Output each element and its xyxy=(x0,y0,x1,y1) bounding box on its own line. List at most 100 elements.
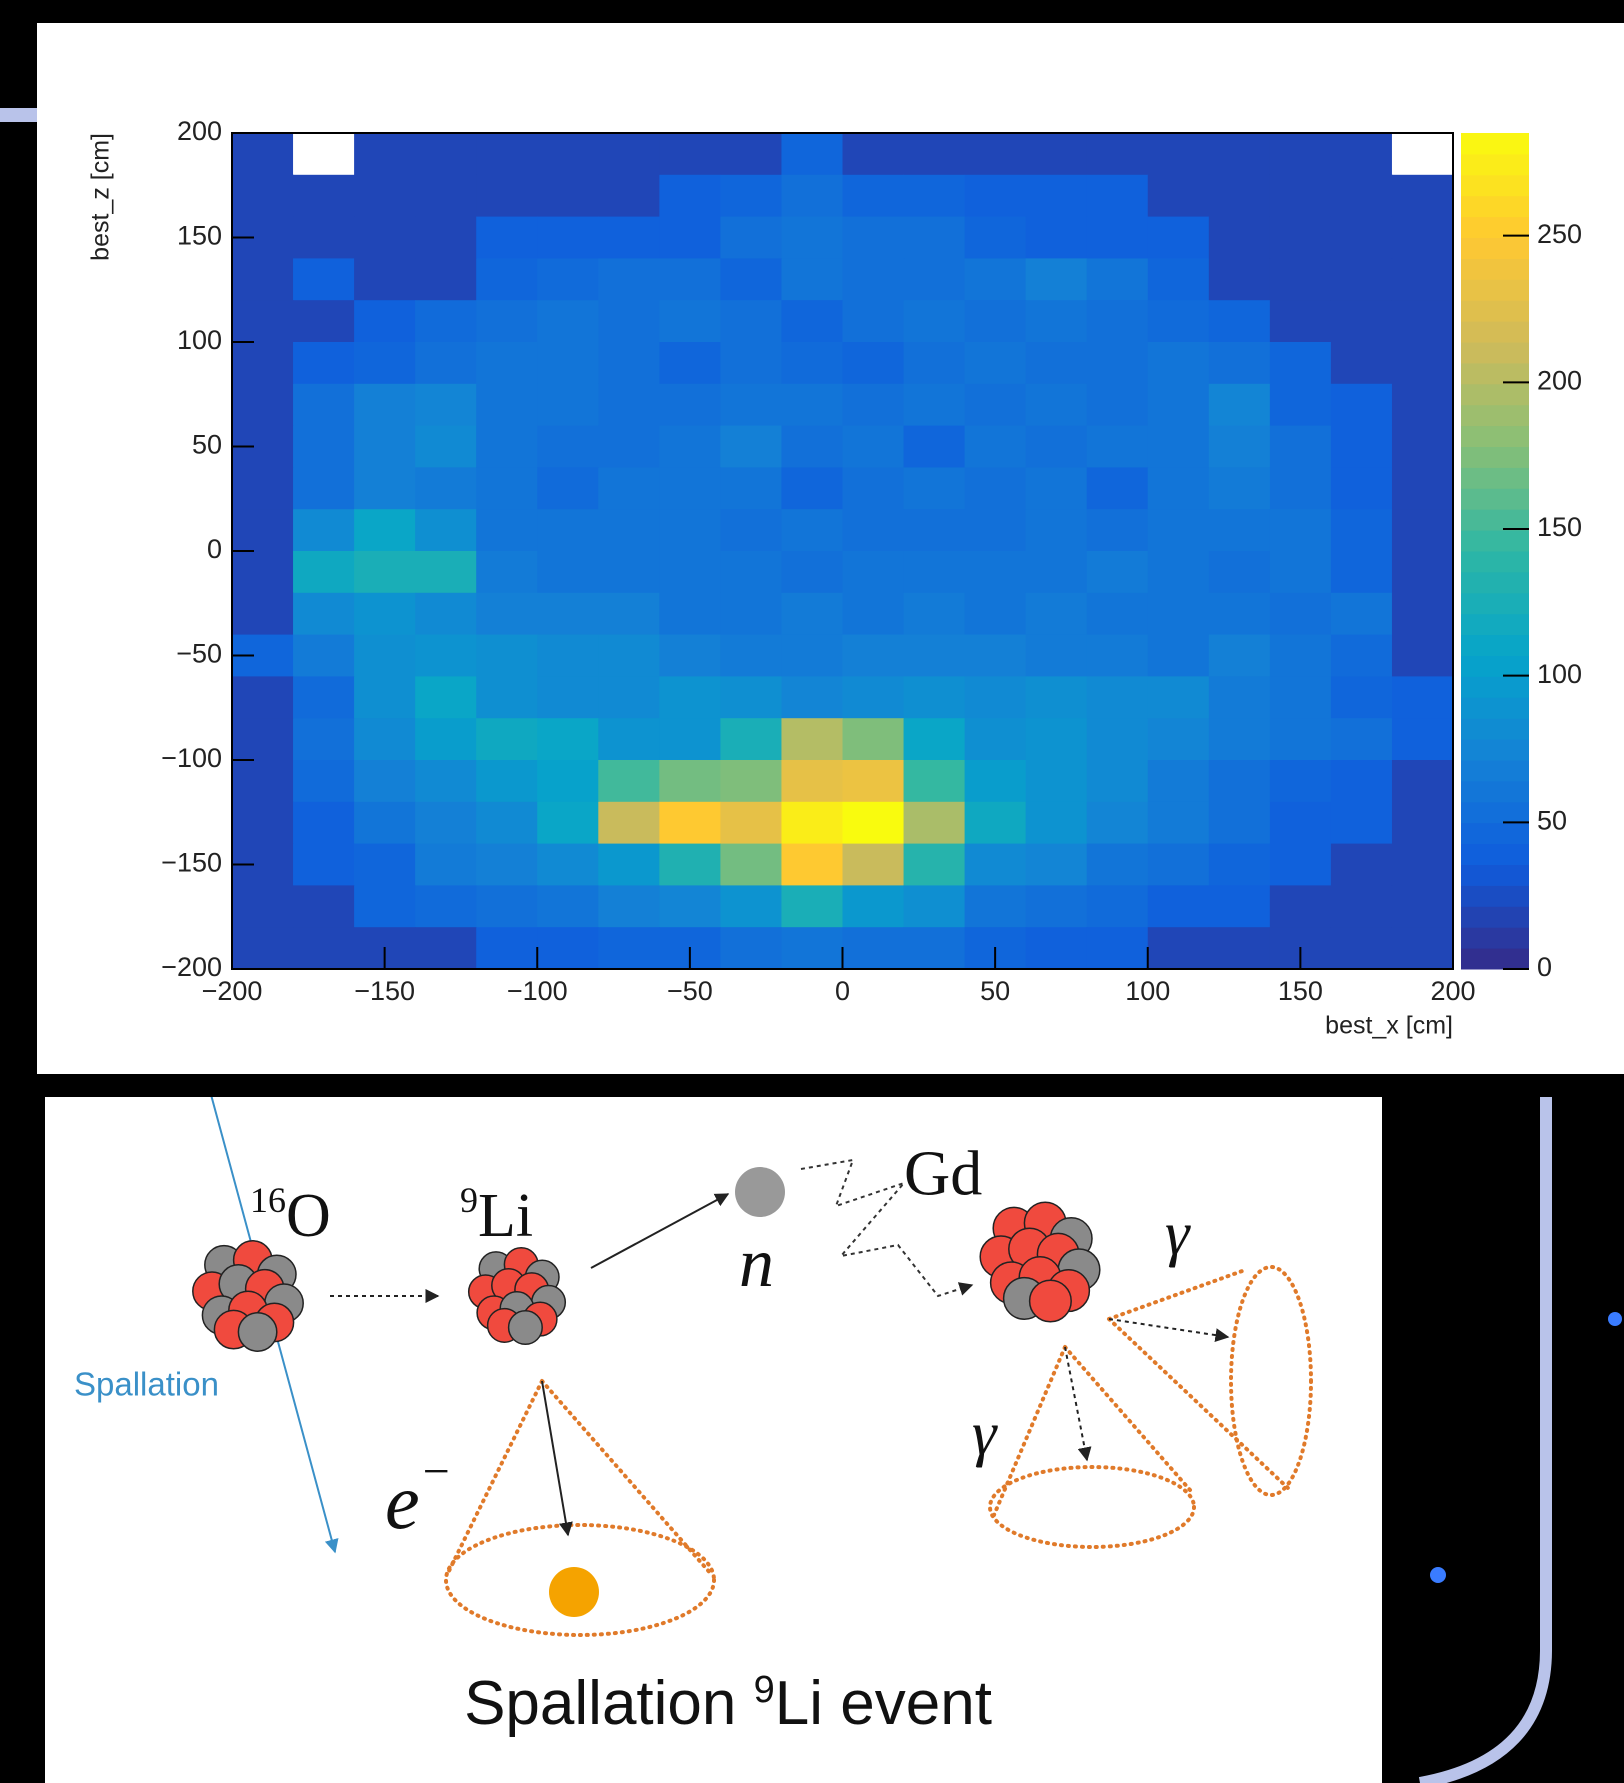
cell xyxy=(415,927,477,970)
cell xyxy=(1147,801,1210,845)
cell xyxy=(720,718,782,761)
cell xyxy=(1147,133,1210,176)
cell xyxy=(1147,174,1210,218)
cell xyxy=(476,927,538,970)
gamma-cone xyxy=(1107,1268,1292,1492)
cell xyxy=(1208,216,1271,259)
neutron-ball xyxy=(507,1309,543,1346)
y-tick-label: 200 xyxy=(177,116,222,146)
cell xyxy=(232,801,294,845)
cell xyxy=(476,676,538,719)
colorbar-tick-label: 200 xyxy=(1537,365,1582,395)
cell xyxy=(293,718,355,761)
cell xyxy=(598,718,660,761)
cell xyxy=(415,760,477,803)
cell xyxy=(1269,300,1332,343)
cell xyxy=(476,425,538,468)
caption: Spallation 9Li event xyxy=(464,1669,992,1738)
colorbar-band xyxy=(1461,174,1529,197)
cell xyxy=(720,342,782,385)
cell xyxy=(293,885,355,928)
cell xyxy=(537,133,599,176)
cell xyxy=(293,801,355,845)
spallation-diagram: Spallation 16O 9Li n Gd γ γ e− Spallatio… xyxy=(45,1097,1382,1783)
cell xyxy=(232,592,294,636)
cell xyxy=(1025,300,1088,343)
cell xyxy=(293,174,355,218)
colorbar-band xyxy=(1461,948,1529,970)
x-tick-label: 50 xyxy=(980,976,1010,1006)
colorbar-band xyxy=(1461,216,1529,238)
cell xyxy=(720,551,782,594)
cell xyxy=(781,300,843,343)
cell xyxy=(720,216,782,259)
cell xyxy=(537,425,599,468)
cell xyxy=(964,467,1027,510)
cell xyxy=(232,383,294,427)
cell xyxy=(415,885,477,928)
cell xyxy=(293,383,355,427)
electron-ring xyxy=(444,1523,716,1637)
cell xyxy=(1025,133,1088,176)
cell xyxy=(842,383,905,427)
cell xyxy=(720,801,782,845)
cell xyxy=(903,467,966,510)
cell xyxy=(354,342,416,385)
cell xyxy=(354,174,416,218)
cell xyxy=(476,634,538,677)
cell xyxy=(659,634,721,677)
cell xyxy=(232,718,294,761)
cell xyxy=(903,801,966,845)
cell xyxy=(781,174,843,218)
cell xyxy=(415,509,477,552)
cell xyxy=(537,383,599,427)
cell xyxy=(232,885,294,928)
cell xyxy=(903,760,966,803)
cell xyxy=(964,885,1027,928)
cell xyxy=(537,676,599,719)
cell xyxy=(1330,551,1393,594)
cell xyxy=(1391,216,1454,259)
cell xyxy=(1086,342,1149,385)
cell xyxy=(1208,551,1271,594)
cell xyxy=(293,592,355,636)
cell xyxy=(1330,634,1393,677)
cell xyxy=(354,467,416,510)
cell xyxy=(842,927,905,970)
cell xyxy=(1391,300,1454,343)
mass-number: 9 xyxy=(754,1669,775,1711)
cell xyxy=(1086,634,1149,677)
star xyxy=(1608,1312,1622,1326)
cell xyxy=(659,551,721,594)
cell xyxy=(1208,885,1271,928)
cell xyxy=(781,258,843,301)
cell xyxy=(1147,300,1210,343)
cell xyxy=(1208,425,1271,468)
cell xyxy=(659,467,721,510)
cell xyxy=(1147,760,1210,803)
colorbar-band xyxy=(1461,383,1529,406)
cell xyxy=(354,676,416,719)
cell xyxy=(476,509,538,552)
cell xyxy=(903,300,966,343)
cell xyxy=(1208,133,1271,176)
cell xyxy=(903,216,966,259)
colorbar-band xyxy=(1461,697,1529,719)
y-tick-label: 150 xyxy=(177,221,222,251)
cell xyxy=(1330,760,1393,803)
colorbar-band xyxy=(1461,634,1529,656)
cell xyxy=(1025,927,1088,970)
neutron-label: n xyxy=(739,1225,774,1302)
cell xyxy=(1269,509,1332,552)
cell xyxy=(781,551,843,594)
cell xyxy=(1025,634,1088,677)
cell xyxy=(537,174,599,218)
cell xyxy=(1269,258,1332,301)
cell xyxy=(903,509,966,552)
cell xyxy=(1086,592,1149,636)
cell xyxy=(1086,174,1149,218)
cell xyxy=(1269,843,1332,886)
cell xyxy=(354,843,416,886)
colorbar-band xyxy=(1461,780,1529,803)
